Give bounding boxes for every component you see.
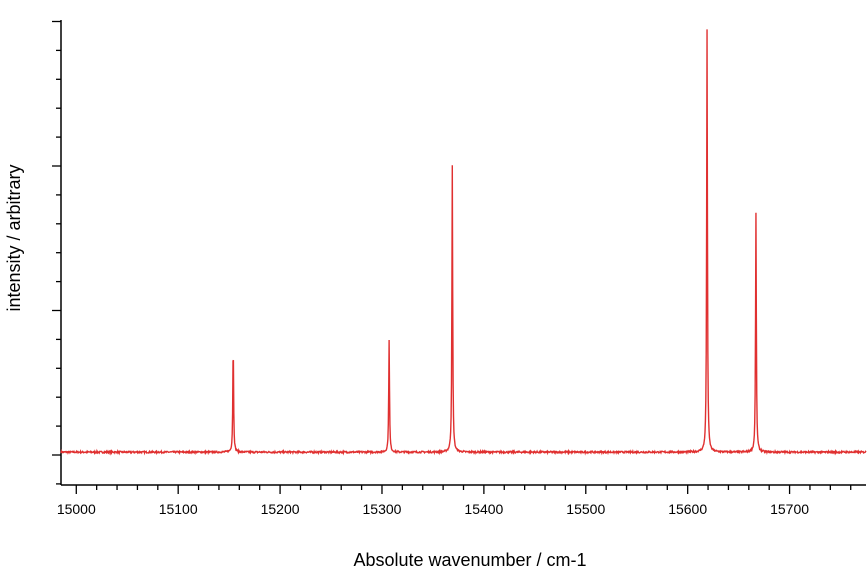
- x-tick-label: 15500: [566, 501, 605, 517]
- y-axis-label: intensity / arbitrary: [4, 164, 24, 311]
- y-axis: [52, 20, 62, 485]
- x-tick-label: 15600: [668, 501, 707, 517]
- spectrum-line: [60, 29, 867, 456]
- x-tick-label: 15200: [261, 501, 300, 517]
- series-layer: [60, 29, 867, 456]
- x-tick-label: 15400: [464, 501, 503, 517]
- x-axis: 15000 15100 15200 15300 15400 15500 15600 15700: [57, 484, 866, 517]
- x-tick-label: 15000: [57, 501, 96, 517]
- x-axis-label: Absolute wavenumber / cm-1: [353, 550, 586, 570]
- x-tick-label: 15100: [159, 501, 198, 517]
- x-tick-label: 15700: [770, 501, 809, 517]
- x-tick-label: 15300: [363, 501, 402, 517]
